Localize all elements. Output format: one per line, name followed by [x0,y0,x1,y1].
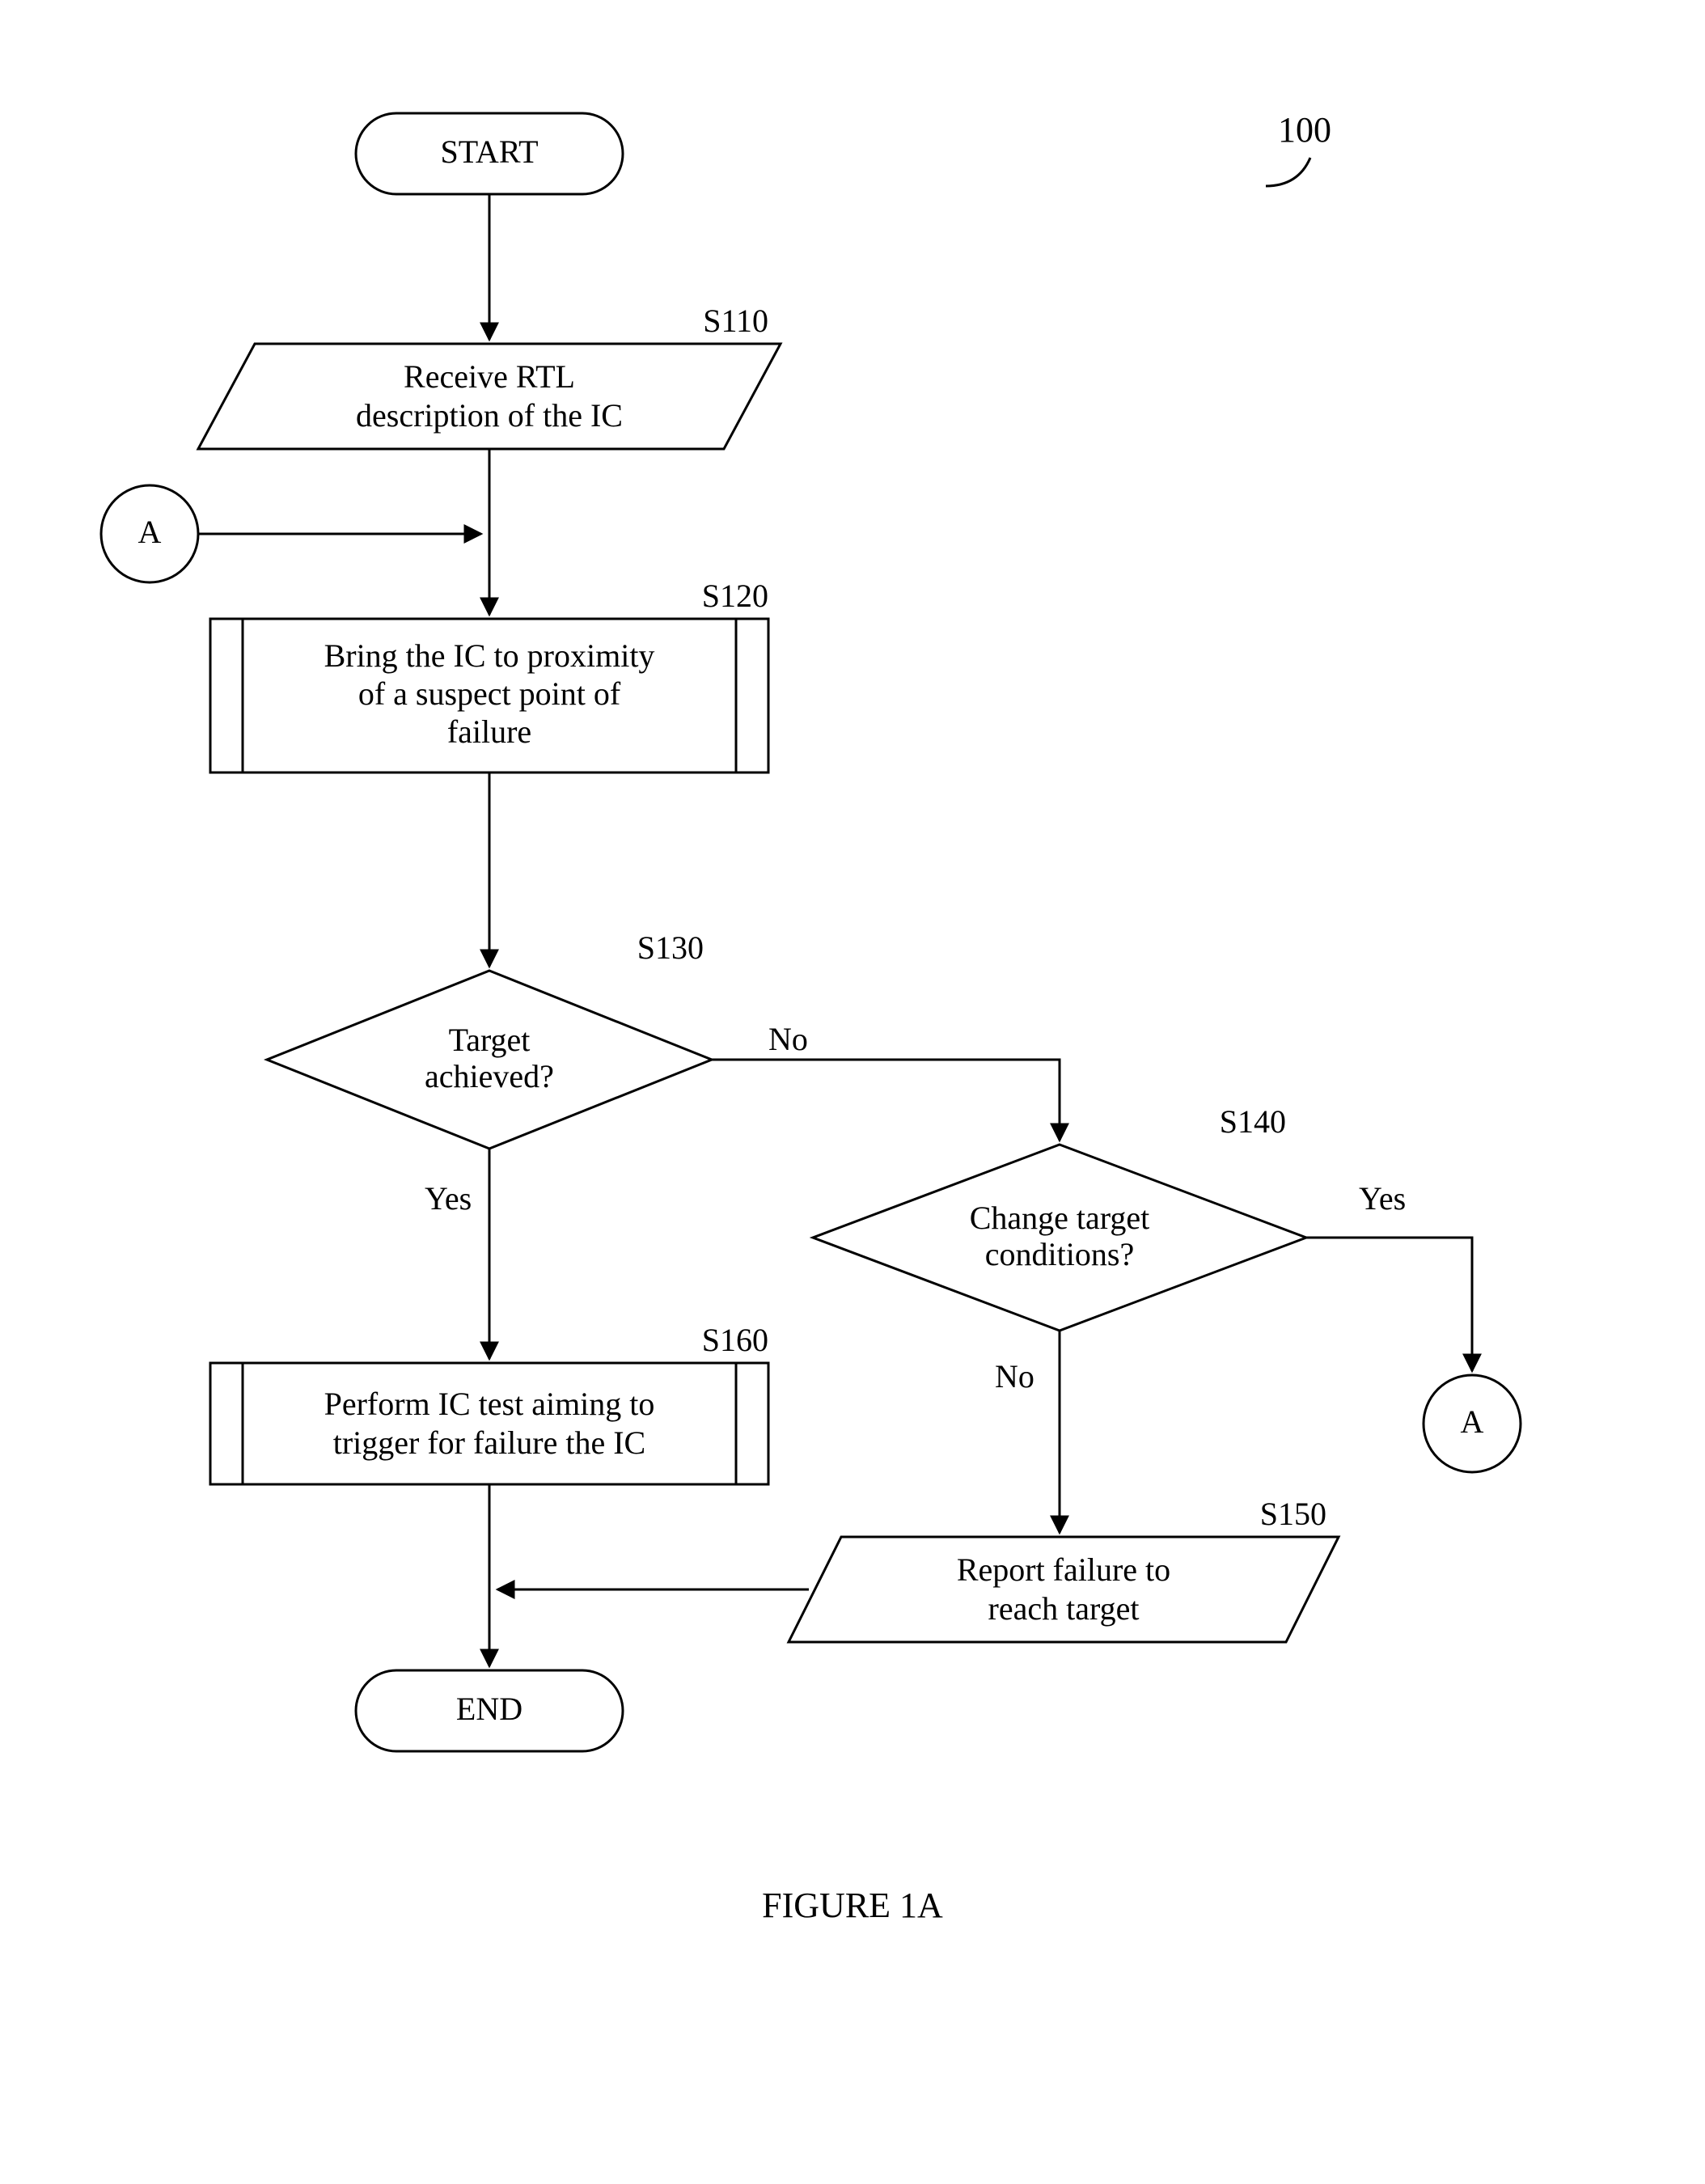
svg-text:START: START [440,133,538,170]
s130-yes-label: Yes [425,1180,472,1217]
svg-text:A: A [138,514,162,550]
connector-a-right: A [1424,1375,1521,1472]
s140-yes-label: Yes [1359,1180,1406,1217]
svg-text:END: END [456,1691,522,1727]
svg-text:reach target: reach target [988,1590,1140,1627]
svg-text:Bring the IC to proximity: Bring the IC to proximity [324,637,655,674]
svg-text:Perform IC test aiming to: Perform IC test aiming to [324,1386,655,1422]
svg-text:conditions?: conditions? [985,1236,1134,1272]
svg-text:100: 100 [1278,110,1331,150]
start-node: START [356,113,623,194]
end-node: END [356,1670,623,1751]
svg-text:achieved?: achieved? [425,1058,554,1094]
svg-text:S160: S160 [702,1322,768,1358]
s140-no-label: No [995,1358,1034,1395]
svg-text:description of the IC: description of the IC [356,397,623,434]
svg-text:Report failure to: Report failure to [957,1551,1170,1588]
figure-ref-label: 100 [1266,110,1331,186]
svg-text:Change target: Change target [970,1200,1150,1236]
svg-text:S110: S110 [703,303,768,339]
flowchart: 100 START S110 Receive RTL description o… [0,0,1705,2184]
s130-no-label: No [768,1021,808,1057]
svg-text:S130: S130 [637,929,704,966]
figure-caption: FIGURE 1A [762,1886,943,1925]
svg-text:S120: S120 [702,578,768,614]
svg-text:of a suspect point of: of a suspect point of [358,675,621,712]
svg-text:S140: S140 [1220,1103,1286,1140]
svg-text:failure: failure [447,713,531,750]
svg-text:S150: S150 [1260,1496,1326,1532]
svg-text:Target: Target [449,1022,531,1058]
s150-node: S150 Report failure to reach target [789,1496,1339,1642]
connector-a-left: A [101,485,198,582]
svg-text:A: A [1461,1403,1484,1440]
svg-text:Receive RTL: Receive RTL [404,358,575,395]
svg-text:trigger for failure the IC: trigger for failure the IC [333,1424,646,1461]
